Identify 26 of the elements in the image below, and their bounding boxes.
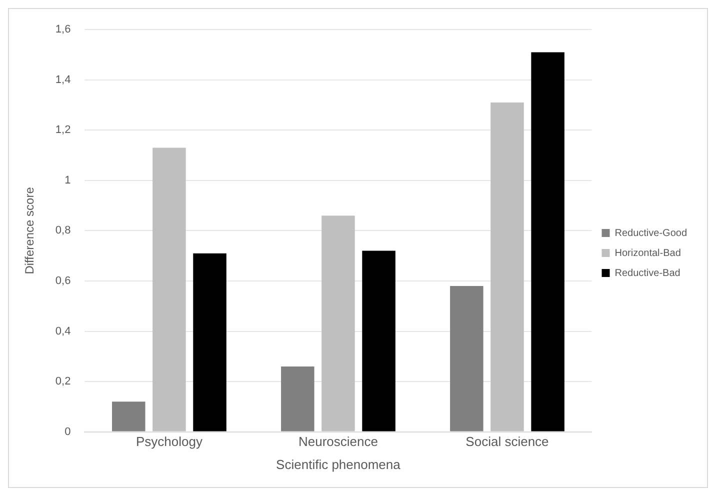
y-axis-title: Difference score [22,186,37,274]
y-tick-label: 1,4 [55,74,71,86]
y-tick-label: 1 [64,174,71,186]
bar [112,402,146,432]
bar [281,366,314,432]
y-tick-label: 1,6 [55,24,71,36]
bar [490,102,524,432]
y-tick-label: 1,2 [55,124,71,136]
y-tick-label: 0,6 [55,275,71,288]
x-axis-title: Scientific phenomena [276,456,402,472]
legend-label: Reductive-Bad [614,268,680,279]
bar [531,52,564,432]
y-tick-label: 0,4 [55,325,71,338]
legend-label: Reductive-Good [614,228,688,239]
y-tick-label: 0,8 [55,224,71,237]
y-tick-label: 0,2 [55,376,71,388]
bar [152,148,186,432]
bar [193,253,226,432]
x-tick-label: Neuroscience [298,434,378,450]
x-tick-label: Psychology [136,434,203,450]
bar [450,286,484,432]
bar [362,250,396,432]
x-tick-label: Social science [466,434,549,450]
bar [322,216,355,432]
legend-label: Horizontal-Bad [614,248,681,259]
y-tick-label: 0 [64,426,71,438]
